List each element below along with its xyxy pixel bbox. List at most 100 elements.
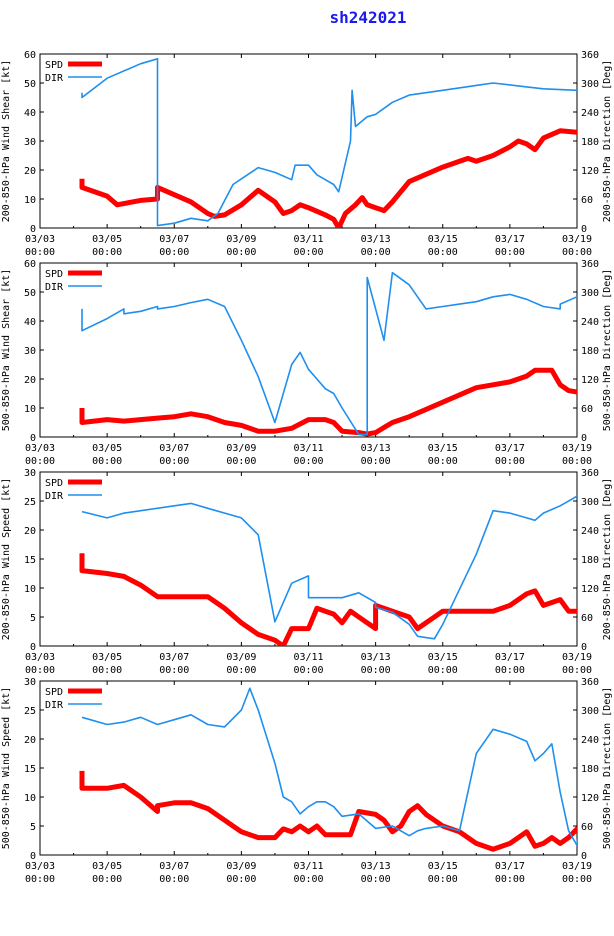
x-tick-label-date: 03/13 (361, 443, 391, 454)
x-tick-label-date: 03/09 (226, 443, 256, 454)
x-tick-label-time: 00:00 (495, 247, 525, 258)
x-tick-label-time: 00:00 (562, 456, 592, 467)
y2-tick-label: 240 (581, 317, 599, 328)
y-tick-label: 0 (30, 433, 36, 444)
x-tick-label-time: 00:00 (293, 247, 323, 258)
x-tick-label-time: 00:00 (25, 456, 55, 467)
y2-tick-label: 0 (581, 433, 587, 444)
y2-tick-label: 240 (581, 526, 599, 537)
y2-tick-label: 180 (581, 137, 599, 148)
y2-tick-label: 300 (581, 79, 599, 90)
y-tick-label: 0 (30, 851, 36, 862)
y-tick-label: 25 (24, 497, 36, 508)
x-tick-label-date: 03/15 (428, 861, 458, 872)
y2-tick-label: 180 (581, 764, 599, 775)
x-tick-label-date: 03/03 (25, 443, 55, 454)
y2-tick-label: 240 (581, 108, 599, 119)
y-tick-label: 60 (24, 259, 36, 270)
y-tick-label: 20 (24, 166, 36, 177)
y2-tick-label: 60 (581, 613, 593, 624)
x-tick-label-time: 00:00 (226, 665, 256, 676)
plot-frame (39, 471, 578, 647)
x-tick-label-time: 00:00 (293, 456, 323, 467)
x-tick-label-date: 03/19 (562, 443, 592, 454)
y2-tick-label: 0 (581, 642, 587, 653)
spd-series-line (79, 367, 577, 437)
x-tick-label-date: 03/19 (562, 652, 592, 663)
y-tick-label: 15 (24, 764, 36, 775)
spd-series-line (79, 553, 577, 646)
legend-label-dir: DIR (45, 491, 64, 502)
y2-tick-label: 60 (581, 822, 593, 833)
y-tick-label: 30 (24, 137, 36, 148)
x-tick-label-date: 03/09 (226, 234, 256, 245)
x-tick-label-date: 03/05 (92, 652, 122, 663)
dir-series-line (81, 271, 577, 436)
legend-label-spd: SPD (45, 687, 63, 698)
y-tick-label: 40 (24, 108, 36, 119)
y-tick-label: 10 (24, 404, 36, 415)
x-tick-label-date: 03/03 (25, 234, 55, 245)
y2-tick-label: 0 (581, 224, 587, 235)
y-tick-label: 25 (24, 706, 36, 717)
dir-series-line (81, 57, 577, 227)
y2-tick-label: 120 (581, 375, 599, 386)
y2-tick-label: 120 (581, 166, 599, 177)
y2-tick-label: 300 (581, 706, 599, 717)
y2-axis-label: 500-850-hPa Direction [Deg] (602, 269, 613, 432)
x-tick-label-date: 03/03 (25, 652, 55, 663)
x-tick-label-time: 00:00 (159, 247, 189, 258)
legend-label-dir: DIR (45, 282, 64, 293)
x-tick-label-date: 03/07 (159, 652, 189, 663)
y2-tick-label: 300 (581, 288, 599, 299)
y-tick-label: 20 (24, 526, 36, 537)
x-tick-label-date: 03/15 (428, 234, 458, 245)
y2-tick-label: 60 (581, 404, 593, 415)
x-tick-label-date: 03/19 (562, 234, 592, 245)
x-tick-label-time: 00:00 (562, 665, 592, 676)
x-tick-label-date: 03/15 (428, 443, 458, 454)
x-tick-label-time: 00:00 (92, 665, 122, 676)
x-tick-label-date: 03/13 (361, 861, 391, 872)
chart-panel-2: 03/03 00:00 03/05 00:00 03/07 00:00 03/09 00:00… (1, 259, 613, 467)
legend-label-spd: SPD (45, 60, 63, 71)
y2-tick-label: 360 (581, 50, 599, 61)
x-tick-label-time: 00:00 (495, 456, 525, 467)
x-tick-label-date: 03/13 (361, 234, 391, 245)
x-tick-label-time: 00:00 (361, 456, 391, 467)
x-tick-label-date: 03/07 (159, 443, 189, 454)
y-tick-label: 20 (24, 735, 36, 746)
x-tick-label-date: 03/13 (361, 652, 391, 663)
y-tick-label: 10 (24, 793, 36, 804)
y-tick-label: 0 (30, 642, 36, 653)
x-tick-label-date: 03/11 (293, 861, 323, 872)
x-tick-label-time: 00:00 (92, 456, 122, 467)
y2-axis-label: 200-850-hPa Direction [Deg] (602, 60, 613, 223)
x-tick-label-time: 00:00 (159, 665, 189, 676)
y2-tick-label: 360 (581, 259, 599, 270)
x-tick-label-time: 00:00 (159, 456, 189, 467)
y-tick-label: 60 (24, 50, 36, 61)
plot-frame (39, 262, 578, 438)
spd-series-line (79, 770, 577, 852)
y-axis-label: 500-850-hPa Wind Speed [kt] (1, 687, 12, 850)
x-tick-label-time: 00:00 (92, 874, 122, 885)
x-tick-label-time: 00:00 (293, 665, 323, 676)
y-axis-label: 200-850-hPa Wind Shear [kt] (1, 60, 12, 223)
x-tick-label-date: 03/15 (428, 652, 458, 663)
x-tick-label-time: 00:00 (428, 456, 458, 467)
y2-tick-label: 0 (581, 851, 587, 862)
y-tick-label: 20 (24, 375, 36, 386)
y2-axis-label: 500-850-hPa Direction [Deg] (602, 687, 613, 850)
dir-series-line (81, 687, 577, 847)
y2-tick-label: 240 (581, 735, 599, 746)
legend-label-dir: DIR (45, 700, 64, 711)
y2-axis-label: 200-850-hPa Direction [Deg] (602, 478, 613, 641)
y2-tick-label: 120 (581, 584, 599, 595)
y-axis-label: 200-850-hPa Wind Speed [kt] (1, 478, 12, 641)
legend-label-spd: SPD (45, 478, 63, 489)
x-tick-label-time: 00:00 (159, 874, 189, 885)
y-tick-label: 10 (24, 195, 36, 206)
dir-series-line (81, 495, 577, 640)
